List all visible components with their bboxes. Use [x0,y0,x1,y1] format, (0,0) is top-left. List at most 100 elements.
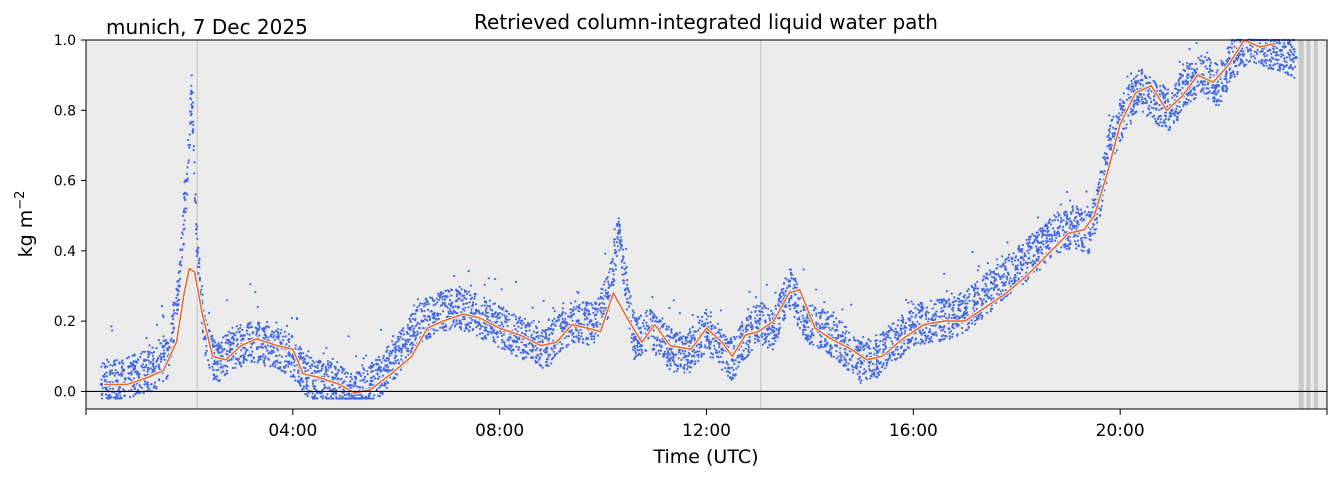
scatter-point [910,315,913,318]
scatter-point [1005,268,1008,271]
scatter-point [697,329,700,332]
scatter-point [211,340,214,343]
scatter-point [271,363,274,366]
scatter-point [502,325,505,328]
scatter-point [139,355,142,358]
scatter-point [676,365,679,368]
scatter-point [1057,251,1060,254]
scatter-point [621,258,625,261]
scatter-point [890,359,893,362]
scatter-point [545,337,548,340]
scatter-point [508,348,511,351]
scatter-point [514,280,518,284]
scatter-point [280,355,284,358]
scatter-point [619,240,622,243]
scatter-point [447,290,451,293]
scatter-point [476,334,479,337]
scatter-point [425,297,428,300]
scatter-point [354,397,357,400]
scatter-point [496,320,499,323]
scatter-point [948,313,951,316]
scatter-point [1083,210,1087,213]
scatter-point [133,387,136,391]
scatter-point [169,339,172,342]
scatter-point [770,309,773,313]
scatter-point [331,383,334,387]
scatter-point [856,345,859,348]
scatter-point [565,321,568,324]
scatter-point [198,276,201,279]
scatter-point [192,128,195,131]
scatter-point [1010,260,1013,263]
scatter-point [181,214,184,217]
scatter-point [690,355,693,358]
scatter-point [576,290,579,293]
scatter-point [1028,241,1031,244]
scatter-point [587,302,590,305]
scatter-point [481,313,485,316]
scatter-point [977,265,981,268]
scatter-point [854,339,857,342]
scatter-point [1060,246,1063,249]
scatter-point [776,336,779,339]
scatter-point [426,308,430,311]
scatter-point [130,370,133,373]
scatter-point [565,335,568,338]
scatter-point [641,322,645,325]
scatter-point [838,351,842,354]
scatter-point [1004,266,1007,269]
scatter-point [1063,246,1066,249]
scatter-point [740,321,744,324]
scatter-point [1039,227,1042,230]
scatter-point [562,327,565,331]
scatter-point [299,384,302,387]
scatter-point [718,328,721,331]
scatter-point [644,349,647,352]
scatter-point [101,387,104,390]
scatter-point [354,375,357,378]
scatter-point [882,337,886,341]
scatter-point [444,324,447,327]
scatter-point [132,377,136,380]
scatter-point [767,307,770,310]
scatter-point [512,339,515,342]
scatter-point [872,368,875,371]
scatter-point [432,328,435,331]
scatter-point [151,371,154,374]
scatter-point [834,329,837,332]
scatter-point [311,397,314,400]
scatter-point [1051,237,1054,240]
scatter-point [821,346,824,349]
scatter-point [731,366,734,369]
scatter-point [459,320,462,323]
scatter-point [126,357,129,360]
scatter-point [594,308,597,311]
scatter-point [731,373,735,376]
scatter-point [896,345,899,348]
scatter-point [416,330,419,333]
scatter-point [844,339,847,342]
scatter-point [256,361,259,364]
scatter-point [894,333,897,336]
scatter-point [944,302,948,305]
scatter-point [981,299,984,302]
scatter-point [103,375,106,378]
scatter-point [593,335,596,338]
scatter-point [146,350,149,353]
scatter-point [639,326,642,329]
scatter-point [215,377,218,380]
scatter-point [1053,214,1056,217]
scatter-point [614,268,617,271]
scatter-point [415,334,418,337]
scatter-point [453,275,456,278]
scatter-point [433,320,436,323]
scatter-point [879,370,883,373]
scatter-point [818,333,822,336]
scatter-point [235,325,238,328]
scatter-point [332,388,335,391]
scatter-point [1006,271,1010,274]
scatter-point [297,375,300,378]
scatter-point [732,360,735,363]
scatter-point [618,231,622,234]
scatter-point [590,302,593,305]
